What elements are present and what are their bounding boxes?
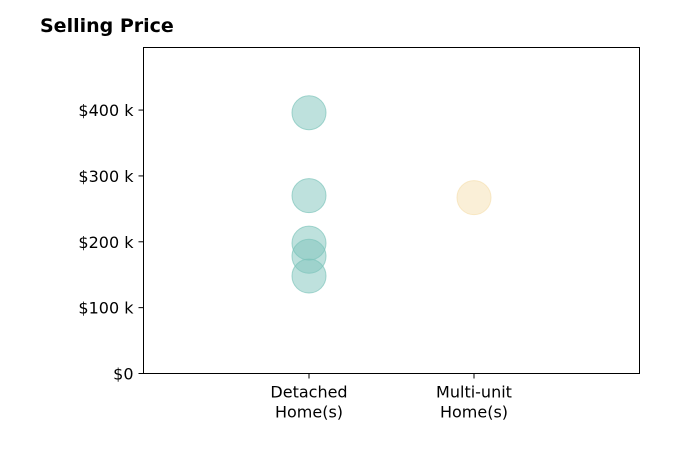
plot-area-frame [143, 47, 640, 374]
y-tick-label: $100 k [78, 299, 134, 318]
y-tick-label: $200 k [78, 233, 134, 252]
x-tick-label: Detached Home(s) [270, 383, 347, 422]
y-axis: $0 $100 k $200 k $300 k $400 k [78, 101, 144, 384]
y-tick-label: $400 k [78, 101, 134, 120]
x-tick-label: Multi-unit Home(s) [436, 383, 512, 422]
chart-title: Selling Price [40, 15, 174, 37]
data-point [456, 180, 492, 216]
data-point [291, 95, 327, 131]
y-tick-label: $300 k [78, 167, 134, 186]
data-point [291, 178, 327, 214]
x-axis: Detached Home(s) Multi-unit Home(s) [270, 373, 512, 422]
data-point [291, 258, 327, 294]
data-points [291, 95, 492, 294]
y-tick-label: $0 [113, 365, 133, 384]
